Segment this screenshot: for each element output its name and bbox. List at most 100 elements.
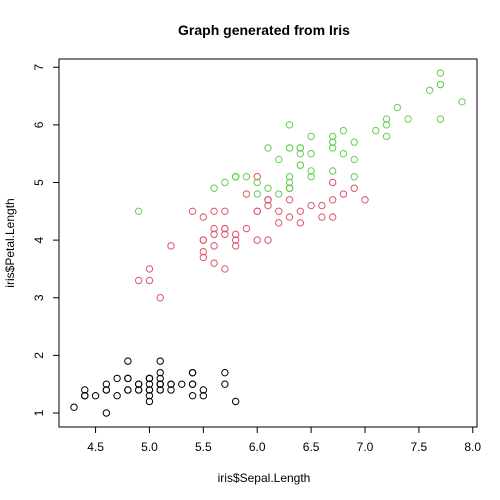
data-point — [382, 121, 391, 129]
data-point — [145, 380, 154, 388]
data-point — [134, 380, 143, 388]
data-point — [210, 184, 218, 192]
data-point — [328, 213, 337, 221]
data-point — [188, 207, 197, 216]
data-point — [199, 247, 208, 256]
data-point — [296, 207, 305, 216]
data-point — [124, 357, 132, 365]
data-point — [113, 392, 121, 400]
data-point — [81, 392, 89, 400]
data-point — [145, 265, 154, 273]
data-point — [242, 173, 251, 181]
data-point — [231, 230, 240, 239]
data-point — [231, 397, 240, 406]
data-point — [425, 86, 434, 94]
data-point — [253, 236, 261, 244]
data-point — [221, 368, 229, 377]
data-point — [361, 196, 369, 204]
data-point — [285, 121, 294, 129]
data-point — [350, 138, 358, 146]
data-point — [253, 178, 261, 187]
data-point — [188, 380, 197, 388]
data-point — [318, 213, 326, 221]
data-point — [328, 196, 337, 204]
data-point — [124, 374, 132, 383]
y-tick-label: 2 — [32, 352, 46, 359]
data-point — [285, 184, 294, 192]
data-point — [134, 207, 143, 216]
data-point — [167, 242, 175, 250]
data-point — [264, 144, 272, 152]
data-point — [221, 178, 229, 187]
data-point — [70, 403, 78, 411]
data-point — [307, 167, 315, 175]
data-point — [339, 126, 348, 135]
data-point — [436, 115, 445, 123]
x-tick-label: 5.0 — [141, 440, 158, 454]
data-point — [134, 386, 143, 394]
data-point — [156, 368, 164, 377]
data-point — [382, 115, 391, 123]
data-point — [307, 132, 315, 141]
data-point — [307, 201, 315, 210]
x-axis: 4.5 5.0 5.5 6.0 6.5 7.0 7.5 8.0 — [87, 427, 481, 454]
data-point — [199, 236, 208, 244]
data-point — [328, 178, 337, 187]
x-tick-label: 6.0 — [249, 440, 266, 454]
data-point — [404, 115, 412, 123]
data-point — [113, 374, 121, 383]
data-point — [328, 167, 337, 175]
data-point — [296, 161, 305, 169]
data-point — [436, 69, 445, 77]
data-point — [307, 173, 315, 181]
y-tick-label: 4 — [32, 236, 46, 243]
y-tick-label: 1 — [32, 409, 46, 416]
data-point — [167, 380, 175, 388]
data-point — [231, 236, 240, 244]
data-point — [145, 392, 154, 400]
data-point — [221, 380, 229, 388]
data-point — [264, 196, 272, 204]
data-point — [156, 374, 164, 383]
y-tick-label: 6 — [32, 121, 46, 128]
data-point — [178, 380, 186, 388]
y-tick-label: 5 — [32, 179, 46, 186]
data-point — [81, 386, 89, 394]
data-point — [393, 103, 402, 112]
data-point — [102, 386, 111, 394]
data-point — [275, 190, 283, 198]
data-point — [102, 409, 111, 417]
data-point — [296, 219, 305, 227]
data-point — [188, 368, 197, 377]
data-point — [145, 386, 154, 394]
data-point — [231, 242, 240, 250]
data-point — [372, 126, 380, 135]
data-points — [70, 69, 466, 417]
data-point — [318, 201, 326, 210]
plot-frame — [58, 58, 478, 428]
data-point — [156, 386, 164, 394]
data-point — [350, 173, 358, 181]
data-point — [156, 357, 164, 365]
data-point — [242, 190, 251, 198]
data-point — [145, 276, 154, 285]
data-point — [145, 397, 154, 406]
x-tick-label: 8.0 — [464, 440, 481, 454]
y-tick-label: 7 — [32, 64, 46, 71]
data-point — [231, 173, 240, 181]
data-point — [264, 201, 272, 210]
data-point — [253, 207, 261, 216]
data-point — [296, 149, 305, 158]
data-point — [199, 253, 208, 262]
x-tick-label: 5.5 — [195, 440, 212, 454]
data-point — [199, 386, 208, 394]
y-axis: 1 2 3 4 5 6 7 — [32, 64, 59, 416]
data-point — [156, 380, 164, 388]
data-point — [285, 173, 294, 181]
x-tick-label: 7.0 — [357, 440, 374, 454]
data-point — [307, 149, 315, 158]
data-point — [242, 224, 251, 233]
data-point — [285, 178, 294, 187]
data-point — [264, 184, 272, 192]
